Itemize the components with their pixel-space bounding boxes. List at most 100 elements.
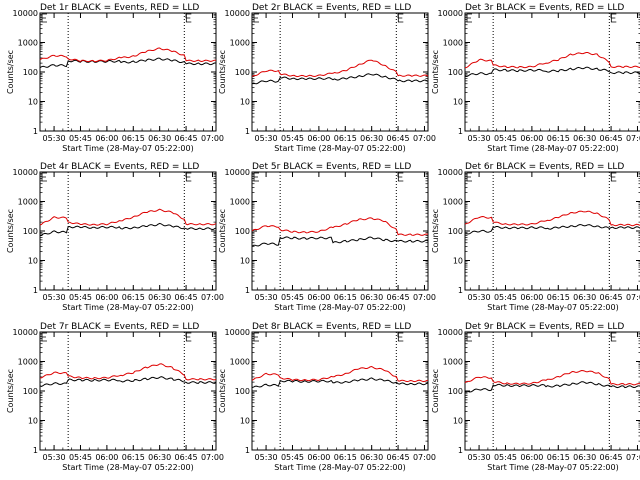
x-tick-label: 07:00 (201, 453, 224, 462)
x-axis-label: Start Time (28-May-07 05:22:00) (274, 144, 405, 153)
x-axis-label: Start Time (28-May-07 05:22:00) (487, 303, 618, 312)
y-tick-label: 100 (448, 227, 463, 236)
eclipse-marker-icon (466, 172, 472, 182)
y-tick-label: 10 (240, 257, 250, 266)
y-tick-label: 10000 (13, 9, 38, 18)
plot-frame (251, 331, 429, 451)
y-tick-label: 1000 (230, 198, 250, 207)
x-tick-label: 06:00 (307, 293, 330, 302)
x-tick-label: 06:30 (573, 134, 596, 143)
x-axis-label: Start Time (28-May-07 05:22:00) (274, 303, 405, 312)
eclipse-marker-icon (185, 332, 192, 342)
x-tick-label: 06:30 (360, 134, 383, 143)
x-tick-label: 06:00 (307, 453, 330, 462)
y-tick-label: 10000 (438, 168, 463, 177)
plot-frame (251, 171, 429, 291)
series-events-line (464, 223, 640, 235)
x-axis-label: Start Time (28-May-07 05:22:00) (487, 144, 618, 153)
y-tick-label: 10000 (13, 328, 38, 337)
y-axis-label: Counts/sec (218, 209, 227, 253)
x-tick-label: 05:45 (494, 134, 517, 143)
x-tick-label: 05:30 (255, 293, 278, 302)
panel-title: Det 4r BLACK = Events, RED = LLD (40, 162, 199, 172)
eclipse-marker-icon (466, 13, 472, 23)
x-tick-label: 06:30 (573, 453, 596, 462)
x-tick-label: 06:45 (387, 134, 410, 143)
panel-title: Det 7r BLACK = Events, RED = LLD (40, 322, 199, 332)
y-tick-label: 1000 (18, 198, 38, 207)
x-tick-label: 07:00 (413, 453, 436, 462)
y-tick-label: 10 (453, 257, 463, 266)
x-tick-label: 06:30 (148, 134, 171, 143)
y-axis-label: Counts/sec (431, 50, 440, 94)
x-tick-label: 05:30 (468, 453, 491, 462)
eclipse-marker-icon (41, 332, 47, 342)
y-tick-label: 10 (28, 98, 38, 107)
series-lld-line (251, 217, 429, 236)
y-tick-label: 1000 (443, 358, 463, 367)
x-tick-label: 06:00 (95, 134, 118, 143)
x-tick-label: 06:00 (95, 453, 118, 462)
x-tick-label: 07:00 (201, 134, 224, 143)
series-lld-line (464, 210, 640, 227)
detector-panel: Det 8r BLACK = Events, RED = LLD 1 10 100 10… (218, 322, 436, 472)
eclipse-marker-icon (185, 13, 192, 23)
y-tick-label: 1 (33, 446, 38, 455)
x-tick-label: 05:30 (255, 453, 278, 462)
eclipse-marker-icon (41, 172, 47, 182)
y-tick-label: 1 (245, 286, 250, 295)
x-tick-label: 06:45 (600, 453, 623, 462)
y-tick-label: 1000 (443, 39, 463, 48)
panel-title: Det 6r BLACK = Events, RED = LLD (465, 162, 624, 172)
x-tick-label: 06:15 (547, 134, 570, 143)
x-tick-label: 06:15 (122, 453, 145, 462)
y-axis-label: Counts/sec (218, 369, 227, 413)
y-tick-label: 10 (28, 257, 38, 266)
series-events-line (464, 66, 640, 77)
y-axis-label: Counts/sec (6, 369, 15, 413)
x-tick-label: 07:00 (626, 293, 640, 302)
plot-frame (39, 12, 217, 132)
x-tick-label: 06:15 (334, 134, 357, 143)
x-tick-label: 06:45 (175, 293, 198, 302)
y-tick-label: 10 (28, 417, 38, 426)
series-lld-line (39, 47, 216, 63)
x-tick-label: 06:00 (95, 293, 118, 302)
x-tick-label: 06:15 (334, 453, 357, 462)
panel-title: Det 3r BLACK = Events, RED = LLD (465, 3, 624, 13)
x-tick-label: 06:30 (573, 293, 596, 302)
series-events-line (251, 73, 429, 85)
eclipse-marker-icon (185, 172, 192, 182)
x-tick-label: 07:00 (626, 134, 640, 143)
eclipse-marker-icon (253, 172, 259, 182)
x-tick-label: 05:30 (468, 293, 491, 302)
eclipse-marker-icon (397, 172, 404, 182)
x-axis-label: Start Time (28-May-07 05:22:00) (62, 144, 193, 153)
y-tick-label: 100 (448, 387, 463, 396)
y-tick-label: 10000 (225, 168, 250, 177)
eclipse-marker-icon (610, 332, 617, 342)
x-tick-label: 06:00 (307, 134, 330, 143)
series-lld-line (39, 208, 217, 226)
x-tick-label: 06:00 (520, 134, 543, 143)
eclipse-marker-icon (253, 13, 259, 23)
x-tick-label: 06:15 (122, 293, 145, 302)
x-tick-label: 05:45 (281, 453, 304, 462)
y-tick-label: 1 (33, 127, 38, 136)
x-tick-label: 06:00 (520, 293, 543, 302)
y-tick-label: 1 (245, 446, 250, 455)
x-tick-label: 06:45 (175, 453, 198, 462)
x-tick-label: 05:30 (468, 134, 491, 143)
plot-frame (464, 12, 640, 132)
x-axis-label: Start Time (28-May-07 05:22:00) (62, 303, 193, 312)
y-tick-label: 10000 (438, 328, 463, 337)
y-tick-label: 1 (458, 286, 463, 295)
detector-panel: Det 4r BLACK = Events, RED = LLD 1 10 100 10… (6, 162, 224, 312)
series-events-line (39, 57, 216, 69)
y-axis-label: Counts/sec (431, 209, 440, 253)
y-tick-label: 10000 (13, 168, 38, 177)
x-tick-label: 05:45 (281, 293, 304, 302)
detector-panel: Det 3r BLACK = Events, RED = LLD 1 10 100 10… (431, 3, 640, 153)
y-tick-label: 100 (23, 387, 38, 396)
y-tick-label: 10 (453, 417, 463, 426)
